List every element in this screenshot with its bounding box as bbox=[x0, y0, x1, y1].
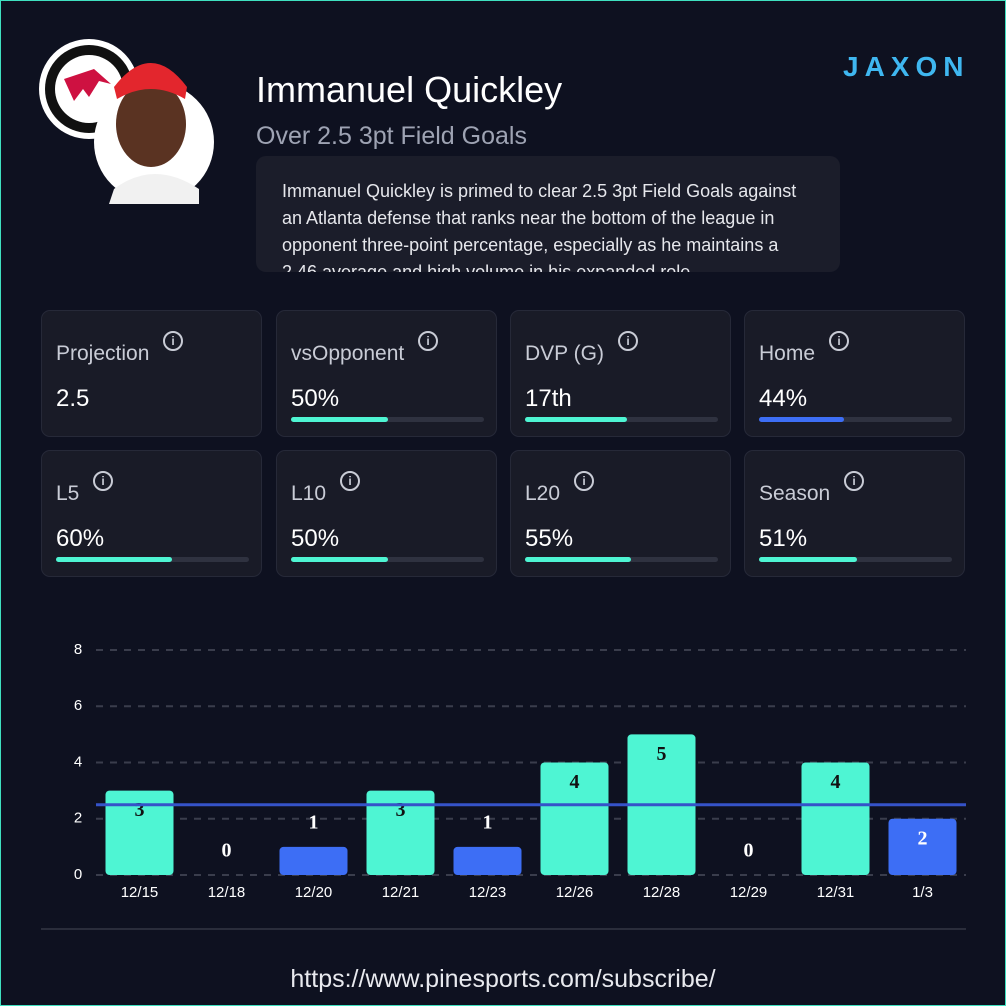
bar bbox=[540, 762, 609, 875]
stat-card: Projection i 2.5 bbox=[41, 310, 262, 437]
stat-card: Home i 44% bbox=[744, 310, 965, 437]
stat-track bbox=[759, 557, 952, 562]
x-tick-label: 12/18 bbox=[208, 884, 246, 901]
y-tick-label: 2 bbox=[74, 810, 82, 827]
team-logo-and-photo bbox=[39, 39, 214, 204]
stat-bar bbox=[56, 557, 172, 562]
info-icon[interactable]: i bbox=[618, 331, 638, 351]
stat-name: L10 bbox=[291, 482, 327, 505]
bar-value-label: 3 bbox=[135, 799, 145, 821]
y-tick-label: 0 bbox=[74, 866, 82, 883]
bar-value-label: 4 bbox=[570, 771, 580, 793]
x-tick-label: 12/15 bbox=[121, 884, 159, 901]
bar bbox=[888, 818, 957, 875]
stat-card: L10 i 50% bbox=[276, 450, 497, 577]
stat-value: 50% bbox=[291, 385, 340, 412]
bar-value-label: 1 bbox=[483, 811, 493, 833]
stat-bar bbox=[525, 417, 628, 422]
x-tick-label: 12/26 bbox=[556, 884, 594, 901]
stat-bar bbox=[525, 557, 632, 562]
stat-track bbox=[56, 557, 249, 562]
stat-card: Season i 51% bbox=[744, 450, 965, 577]
bar bbox=[105, 790, 174, 875]
stat-name: L20 bbox=[525, 482, 561, 505]
x-tick-label: 1/3 bbox=[912, 884, 933, 901]
stat-track bbox=[291, 417, 484, 422]
stat-track bbox=[291, 557, 484, 562]
stat-name: DVP (G) bbox=[525, 342, 604, 365]
info-icon[interactable]: i bbox=[340, 471, 360, 491]
bar bbox=[279, 846, 348, 875]
stat-track bbox=[759, 417, 952, 422]
info-icon[interactable]: i bbox=[829, 331, 849, 351]
stat-card: DVP (G) i 17th bbox=[510, 310, 731, 437]
stat-card: vsOpponent i 50% bbox=[276, 310, 497, 437]
stat-value: 51% bbox=[759, 525, 808, 552]
x-tick-label: 12/31 bbox=[817, 884, 855, 901]
info-icon[interactable]: i bbox=[418, 331, 438, 351]
player-name: Immanuel Quickley bbox=[256, 69, 563, 110]
bar-value-label: 3 bbox=[396, 799, 406, 821]
bar-value-label: 0 bbox=[222, 840, 232, 862]
bar-value-label: 5 bbox=[657, 743, 667, 765]
stat-track bbox=[525, 417, 718, 422]
stat-value: 17th bbox=[525, 385, 572, 412]
bar-value-label: 0 bbox=[744, 840, 754, 862]
footer-url[interactable]: https://www.pinesports.com/subscribe/ bbox=[290, 965, 716, 993]
y-tick-label: 8 bbox=[74, 641, 82, 658]
stat-card: L5 i 60% bbox=[41, 450, 262, 577]
stat-value: 55% bbox=[525, 525, 574, 552]
stat-name: Home bbox=[759, 342, 816, 365]
x-tick-label: 12/23 bbox=[469, 884, 507, 901]
stat-name: Season bbox=[759, 482, 831, 505]
stat-value: 50% bbox=[291, 525, 340, 552]
stat-card: L20 i 55% bbox=[510, 450, 731, 577]
stat-track bbox=[525, 557, 718, 562]
stat-bar bbox=[759, 417, 844, 422]
bar bbox=[366, 790, 435, 875]
brand-logo: JAXON bbox=[843, 51, 970, 82]
bar-value-label: 1 bbox=[309, 811, 319, 833]
y-tick-label: 4 bbox=[74, 753, 82, 770]
stat-bar bbox=[759, 557, 858, 562]
info-icon[interactable]: i bbox=[93, 471, 113, 491]
x-tick-label: 12/28 bbox=[643, 884, 681, 901]
stat-bar bbox=[291, 557, 388, 562]
stat-value: 2.5 bbox=[56, 385, 90, 412]
bar bbox=[801, 762, 870, 875]
stat-name: Projection bbox=[56, 342, 150, 365]
stat-name: L5 bbox=[56, 482, 80, 505]
bar-value-label: 4 bbox=[831, 771, 841, 793]
stat-name: vsOpponent bbox=[291, 342, 405, 365]
stat-value: 44% bbox=[759, 385, 808, 412]
info-icon[interactable]: i bbox=[574, 471, 594, 491]
stat-bar bbox=[291, 417, 388, 422]
market: Over 2.5 3pt Field Goals bbox=[256, 122, 527, 150]
info-icon[interactable]: i bbox=[844, 471, 864, 491]
stat-value: 60% bbox=[56, 525, 105, 552]
x-tick-label: 12/21 bbox=[382, 884, 420, 901]
y-tick-label: 6 bbox=[74, 697, 82, 714]
bar-value-label: 2 bbox=[918, 827, 928, 849]
bar bbox=[453, 846, 522, 875]
x-tick-label: 12/20 bbox=[295, 884, 333, 901]
x-tick-label: 12/29 bbox=[730, 884, 768, 901]
summary: Immanuel Quickley is primed to clear 2.5… bbox=[256, 156, 840, 272]
chart: 0 2 4 6 8 12/15 3 12/18 0 12/20 1 12/21 3 12/23 1 12/26… bbox=[41, 641, 966, 930]
info-icon[interactable]: i bbox=[163, 331, 183, 351]
